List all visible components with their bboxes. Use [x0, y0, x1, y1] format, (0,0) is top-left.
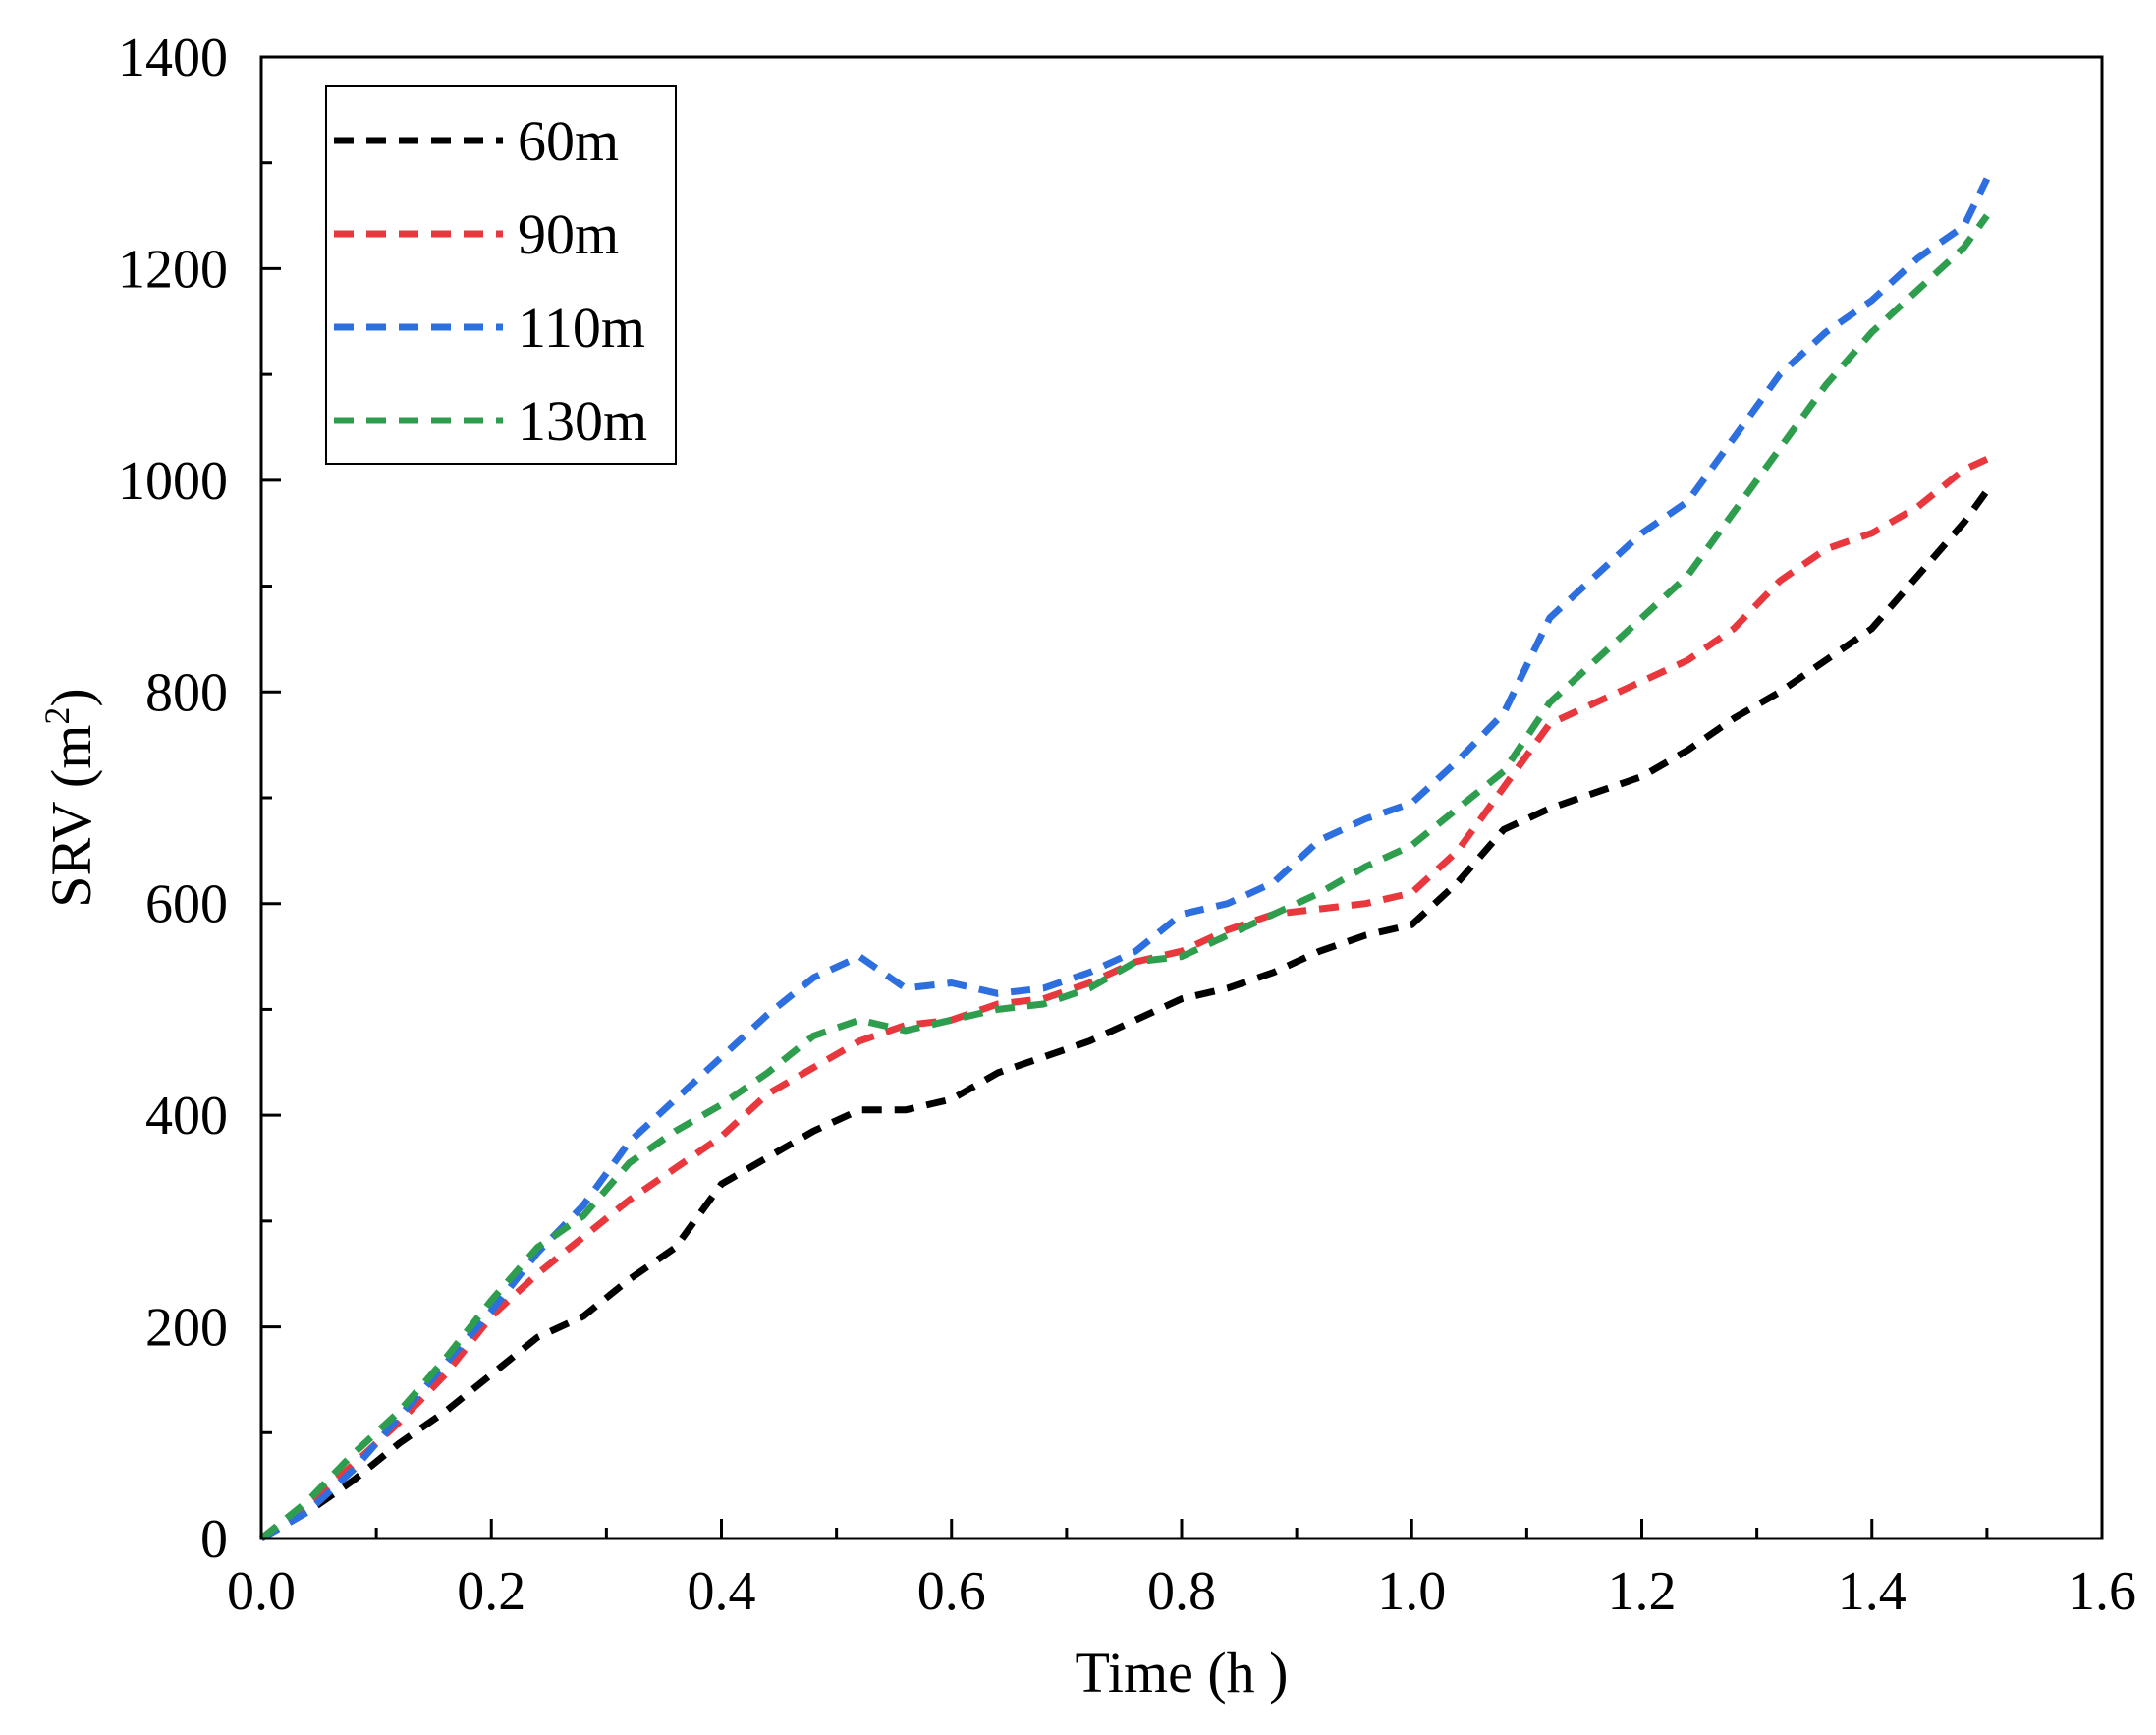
- ticks-layer: 0.0 0.2 0.4 0.6 0.8 1.0 1.2 1.4 1.6 0 200 400 600 800…: [118, 28, 2136, 1622]
- x-tick-label: 1.6: [2068, 1561, 2136, 1622]
- legend: 60m 90m 110m 130m: [325, 85, 677, 465]
- series-line-60m: [259, 488, 1990, 1542]
- y-axis-label: SRV (m2): [37, 688, 103, 907]
- y-tick-label: 200: [145, 1298, 228, 1359]
- y-tick-label: 1000: [118, 451, 228, 512]
- series-line-110m: [259, 177, 1991, 1542]
- y-axis-label-main: SRV (m: [39, 725, 103, 908]
- y-tick-label: 600: [145, 874, 228, 935]
- y-axis-label-superscript: 2: [37, 707, 77, 725]
- legend-label-60m: 60m: [518, 109, 619, 173]
- x-tick-label: 0.6: [917, 1561, 986, 1622]
- x-tick-label: 0.4: [688, 1561, 756, 1622]
- x-axis-label: Time (h ): [1076, 1641, 1289, 1705]
- x-tick-label: 0.2: [457, 1561, 525, 1622]
- y-tick-label: 1200: [118, 239, 228, 300]
- y-tick-label: 0: [200, 1509, 228, 1570]
- x-tick-label: 0.0: [227, 1561, 296, 1622]
- y-tick-label: 400: [145, 1086, 228, 1147]
- legend-label-110m: 110m: [518, 296, 645, 360]
- legend-label-130m: 130m: [518, 389, 647, 453]
- series-layer: [258, 177, 1991, 1542]
- series-line-90m: [259, 456, 1989, 1541]
- x-tick-label: 1.2: [1608, 1561, 1677, 1622]
- legend-box: [325, 85, 677, 465]
- x-tick-label: 1.0: [1377, 1561, 1446, 1622]
- y-tick-label: 800: [145, 662, 228, 723]
- x-tick-label: 0.8: [1147, 1561, 1216, 1622]
- legend-label-90m: 90m: [518, 202, 619, 266]
- series-line-130m: [258, 213, 1990, 1541]
- y-tick-label: 1400: [118, 28, 228, 88]
- y-axis-label-close: ): [39, 688, 103, 706]
- x-tick-label: 1.4: [1838, 1561, 1907, 1622]
